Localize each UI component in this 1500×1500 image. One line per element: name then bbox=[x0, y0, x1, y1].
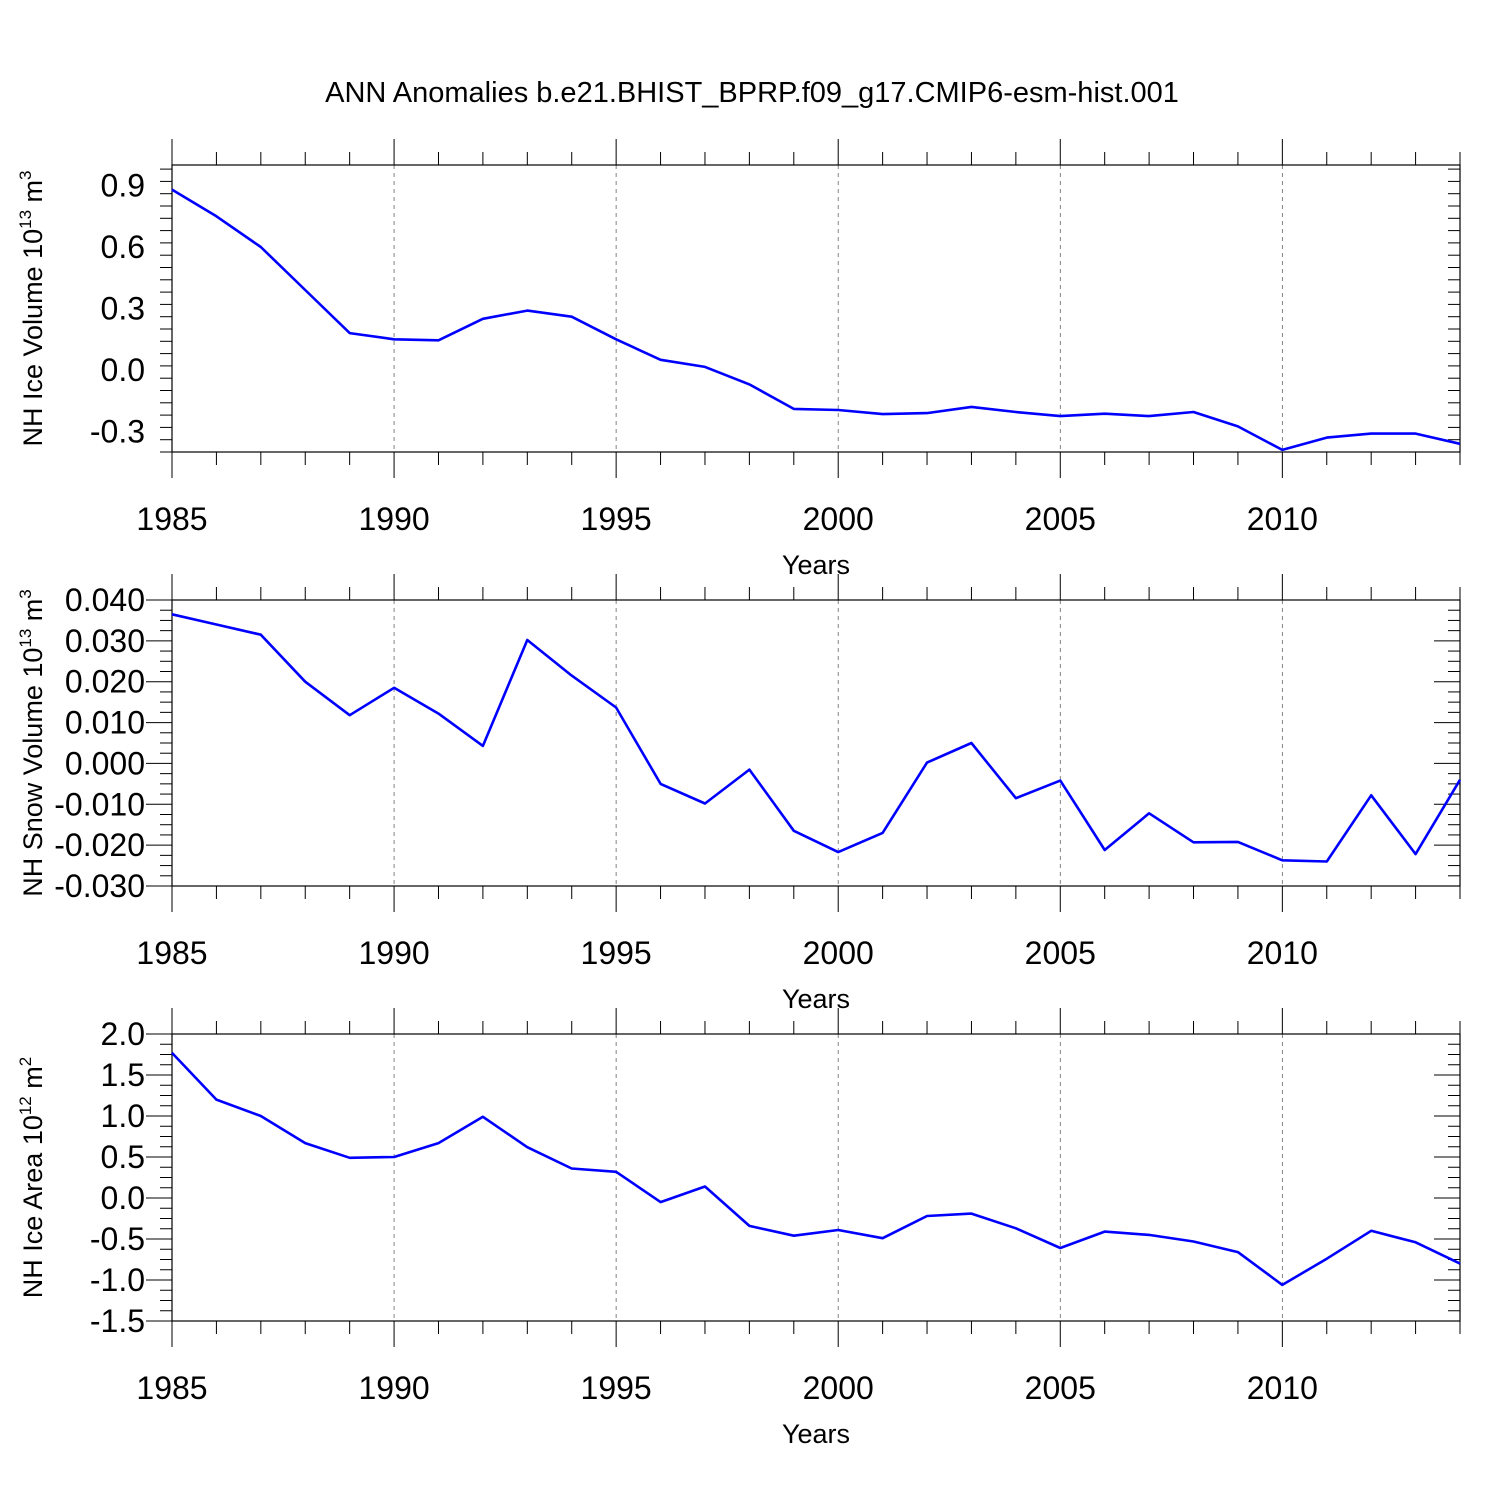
y-axis-title: NH Snow Volume 1013 m3 bbox=[16, 589, 48, 897]
y-tick-label: -0.030 bbox=[54, 868, 145, 904]
y-tick-label: 1.5 bbox=[101, 1057, 145, 1093]
x-tick-label: 1985 bbox=[136, 1370, 207, 1406]
y-tick-label: 0.9 bbox=[101, 168, 145, 204]
x-tick-label: 1995 bbox=[581, 935, 652, 971]
y-axis-title-unit: m bbox=[18, 599, 48, 629]
x-tick-label: 2010 bbox=[1247, 1370, 1318, 1406]
x-tick-label: 1995 bbox=[581, 1370, 652, 1406]
y-axis-title-unit-exponent: 3 bbox=[16, 589, 35, 598]
y-tick-label: 0.040 bbox=[65, 582, 145, 618]
x-tick-label: 2005 bbox=[1025, 501, 1096, 537]
x-tick-label: 2000 bbox=[803, 501, 874, 537]
x-tick-label: 2010 bbox=[1247, 501, 1318, 537]
y-tick-label: -1.5 bbox=[90, 1303, 145, 1339]
y-tick-label: 0.020 bbox=[65, 664, 145, 700]
y-axis-title-unit: m bbox=[18, 180, 48, 210]
y-axis-title-main: NH Ice Area 10 bbox=[18, 1115, 48, 1298]
plot-frame bbox=[171, 1033, 1461, 1322]
y-tick-label: -0.020 bbox=[54, 827, 145, 863]
y-tick-label: 0.3 bbox=[101, 291, 145, 327]
plot-frame bbox=[171, 164, 1461, 453]
x-tick-label: 2000 bbox=[803, 935, 874, 971]
y-tick-label: 0.0 bbox=[101, 1180, 145, 1216]
x-tick-label: 2010 bbox=[1247, 935, 1318, 971]
x-tick-label: 2005 bbox=[1025, 1370, 1096, 1406]
y-axis-title: NH Ice Volume 1013 m3 bbox=[16, 171, 48, 447]
y-tick-label: 0.000 bbox=[65, 745, 145, 781]
series-line bbox=[171, 613, 1462, 863]
plot-frame bbox=[171, 599, 1461, 887]
x-tick-label: 2000 bbox=[803, 1370, 874, 1406]
y-axis-title-unit: m bbox=[18, 1066, 48, 1096]
x-axis-title: Years bbox=[782, 984, 850, 1014]
y-axis-title-unit-exponent: 2 bbox=[16, 1057, 35, 1066]
y-axis-title-exponent: 13 bbox=[16, 210, 35, 229]
figure-title: ANN Anomalies b.e21.BHIST_BPRP.f09_g17.C… bbox=[325, 77, 1179, 109]
y-tick-label: 0.5 bbox=[101, 1139, 145, 1175]
y-tick-label: -0.010 bbox=[54, 786, 145, 822]
x-tick-label: 1990 bbox=[358, 935, 429, 971]
y-axis-title-exponent: 12 bbox=[16, 1096, 35, 1115]
y-tick-label: -0.5 bbox=[90, 1221, 145, 1257]
x-tick-label: 1985 bbox=[136, 501, 207, 537]
series-line bbox=[171, 188, 1461, 452]
y-axis-title-main: NH Ice Volume 10 bbox=[18, 229, 48, 447]
x-tick-label: 2005 bbox=[1025, 935, 1096, 971]
y-tick-label: 0.6 bbox=[101, 229, 145, 265]
y-tick-label: -0.3 bbox=[90, 414, 145, 450]
x-axis-title: Years bbox=[782, 550, 850, 580]
x-tick-label: 1990 bbox=[358, 1370, 429, 1406]
y-tick-label: 2.0 bbox=[101, 1016, 145, 1052]
x-tick-label: 1985 bbox=[136, 935, 207, 971]
y-axis-title-exponent: 13 bbox=[16, 629, 35, 648]
chart-panel-3: 1985 1990 1995 2000 2005 2010 Years 2.0 1.5 1.0 0.… bbox=[16, 1008, 1461, 1449]
y-tick-label: 0.030 bbox=[65, 623, 145, 659]
y-axis-title-unit-exponent: 3 bbox=[16, 171, 35, 180]
y-axis-title-main: NH Snow Volume 10 bbox=[18, 648, 48, 897]
chart-panel-2: 1985 1990 1995 2000 2005 2010 Years 0.040 0.030 0… bbox=[16, 574, 1462, 1014]
y-tick-label: 0.0 bbox=[101, 352, 145, 388]
x-axis-title: Years bbox=[782, 1419, 850, 1449]
x-tick-label: 1995 bbox=[581, 501, 652, 537]
y-axis-title: NH Ice Area 1012 m2 bbox=[16, 1057, 48, 1298]
chart-panel-1: 1985 1990 1995 2000 2005 2010 Years 0.9 0.6 0.3 0.… bbox=[16, 139, 1461, 580]
y-tick-label: 0.010 bbox=[65, 705, 145, 741]
y-tick-label: 1.0 bbox=[101, 1098, 145, 1134]
series-line bbox=[171, 1052, 1461, 1287]
y-tick-label: -1.0 bbox=[90, 1262, 145, 1298]
x-tick-label: 1990 bbox=[358, 501, 429, 537]
